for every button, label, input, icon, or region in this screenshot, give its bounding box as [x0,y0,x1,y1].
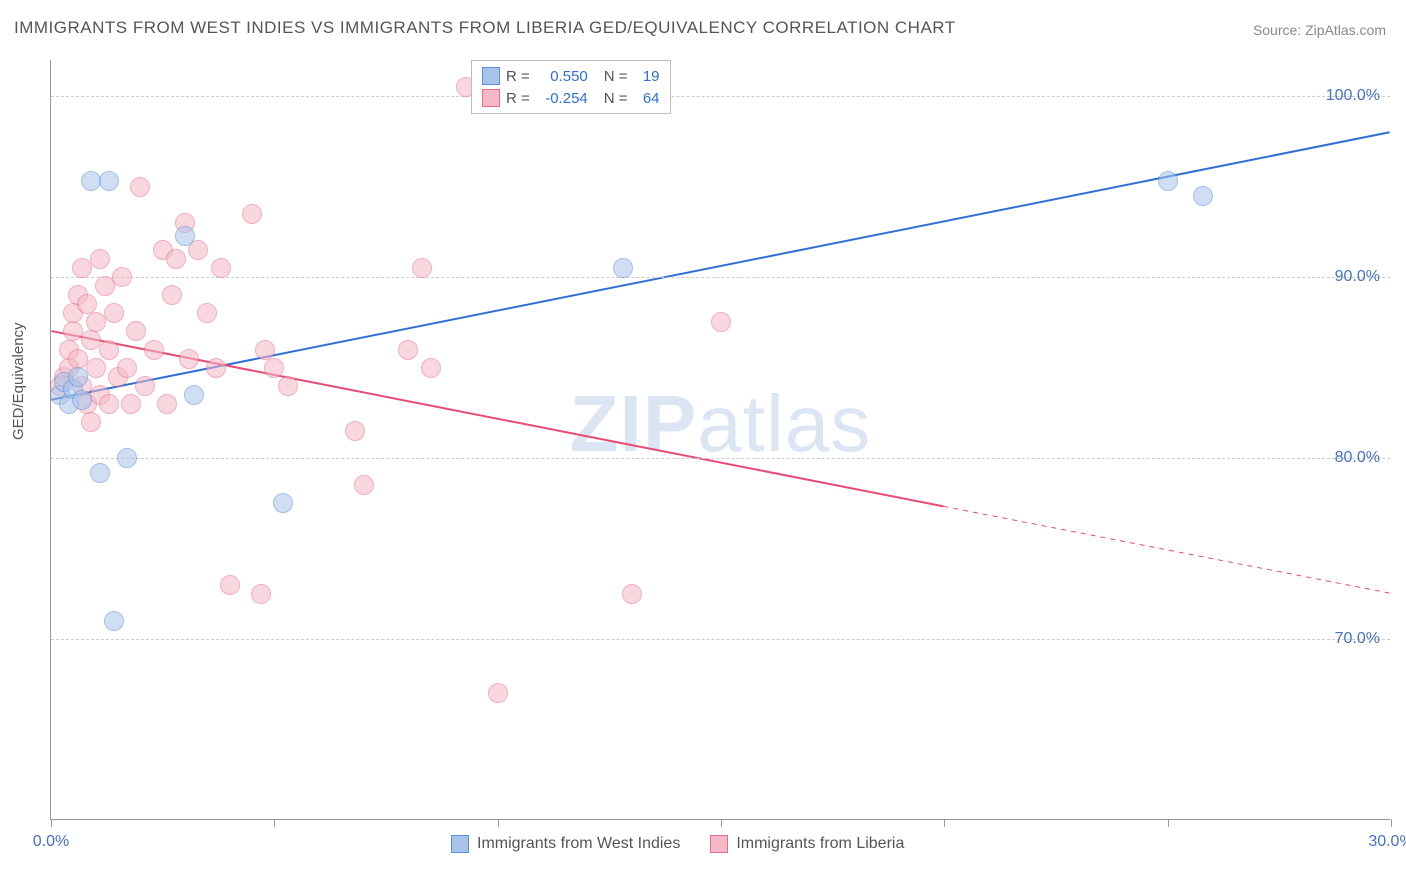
y-tick-label: 90.0% [1335,268,1380,286]
scatter-point [251,584,271,604]
scatter-point [86,312,106,332]
x-tick [51,819,52,827]
y-tick-label: 80.0% [1335,449,1380,467]
scatter-point [711,312,731,332]
legend-r-value: 0.550 [536,68,588,85]
legend-swatch [482,67,500,85]
scatter-point [1158,171,1178,191]
scatter-point [99,340,119,360]
legend-n-value: 19 [634,68,660,85]
gridline-horizontal [51,96,1390,97]
scatter-point [104,611,124,631]
legend-r-label: R = [506,68,530,85]
legend-series-item: Immigrants from Liberia [710,835,904,853]
scatter-point [220,575,240,595]
scatter-point [86,358,106,378]
gridline-horizontal [51,277,1390,278]
x-tick-label: 30.0% [1368,833,1406,851]
scatter-point [421,358,441,378]
legend-series: Immigrants from West Indies Immigrants fr… [451,835,904,853]
scatter-point [121,394,141,414]
scatter-point [72,258,92,278]
y-tick-label: 70.0% [1335,630,1380,648]
x-tick [721,819,722,827]
scatter-point [1193,186,1213,206]
legend-n-label: N = [604,90,628,107]
regression-lines-svg [51,60,1390,819]
x-tick [1168,819,1169,827]
x-tick-label: 0.0% [33,833,69,851]
gridline-horizontal [51,639,1390,640]
scatter-point [206,358,226,378]
scatter-point [112,267,132,287]
scatter-point [278,376,298,396]
scatter-point [90,249,110,269]
scatter-point [211,258,231,278]
scatter-point [117,448,137,468]
plot-area: ZIPatlas 70.0%80.0%90.0%100.0%0.0%30.0%R… [50,60,1390,820]
scatter-point [126,321,146,341]
legend-n-value: 64 [634,90,660,107]
legend-series-label: Immigrants from West Indies [477,835,680,853]
scatter-point [68,367,88,387]
scatter-point [157,394,177,414]
chart-container: IMMIGRANTS FROM WEST INDIES VS IMMIGRANT… [0,0,1406,892]
legend-row: R = 0.550 N = 19 [482,65,660,87]
scatter-point [72,390,92,410]
legend-series-label: Immigrants from Liberia [736,835,904,853]
scatter-point [162,285,182,305]
scatter-point [99,171,119,191]
watermark-bold: ZIP [570,379,697,468]
chart-title: IMMIGRANTS FROM WEST INDIES VS IMMIGRANT… [14,18,956,38]
regression-line [944,506,1390,593]
scatter-point [166,249,186,269]
regression-line [51,132,1389,399]
legend-correlation-box: R = 0.550 N = 19 R = -0.254 N = 64 [471,60,671,114]
scatter-point [197,303,217,323]
scatter-point [81,412,101,432]
scatter-point [117,358,137,378]
source-label: Source: ZipAtlas.com [1253,22,1386,38]
scatter-point [354,475,374,495]
watermark: ZIPatlas [570,378,871,470]
x-tick [944,819,945,827]
x-tick [1391,819,1392,827]
legend-n-label: N = [604,68,628,85]
scatter-point [412,258,432,278]
scatter-point [242,204,262,224]
scatter-point [99,394,119,414]
scatter-point [104,303,124,323]
scatter-point [622,584,642,604]
legend-r-value: -0.254 [536,90,588,107]
scatter-point [255,340,275,360]
scatter-point [95,276,115,296]
scatter-point [345,421,365,441]
y-axis-label: GED/Equivalency [10,322,27,440]
scatter-point [77,294,97,314]
scatter-point [179,349,199,369]
legend-row: R = -0.254 N = 64 [482,87,660,109]
y-tick-label: 100.0% [1326,87,1380,105]
scatter-point [135,376,155,396]
scatter-point [130,177,150,197]
scatter-point [613,258,633,278]
scatter-point [175,226,195,246]
legend-swatch [451,835,469,853]
scatter-point [398,340,418,360]
watermark-light: atlas [697,379,871,468]
gridline-horizontal [51,458,1390,459]
x-tick [498,819,499,827]
legend-r-label: R = [506,90,530,107]
legend-swatch [710,835,728,853]
scatter-point [273,493,293,513]
legend-series-item: Immigrants from West Indies [451,835,680,853]
scatter-point [184,385,204,405]
scatter-point [264,358,284,378]
scatter-point [488,683,508,703]
scatter-point [144,340,164,360]
legend-swatch [482,89,500,107]
x-tick [274,819,275,827]
scatter-point [90,463,110,483]
